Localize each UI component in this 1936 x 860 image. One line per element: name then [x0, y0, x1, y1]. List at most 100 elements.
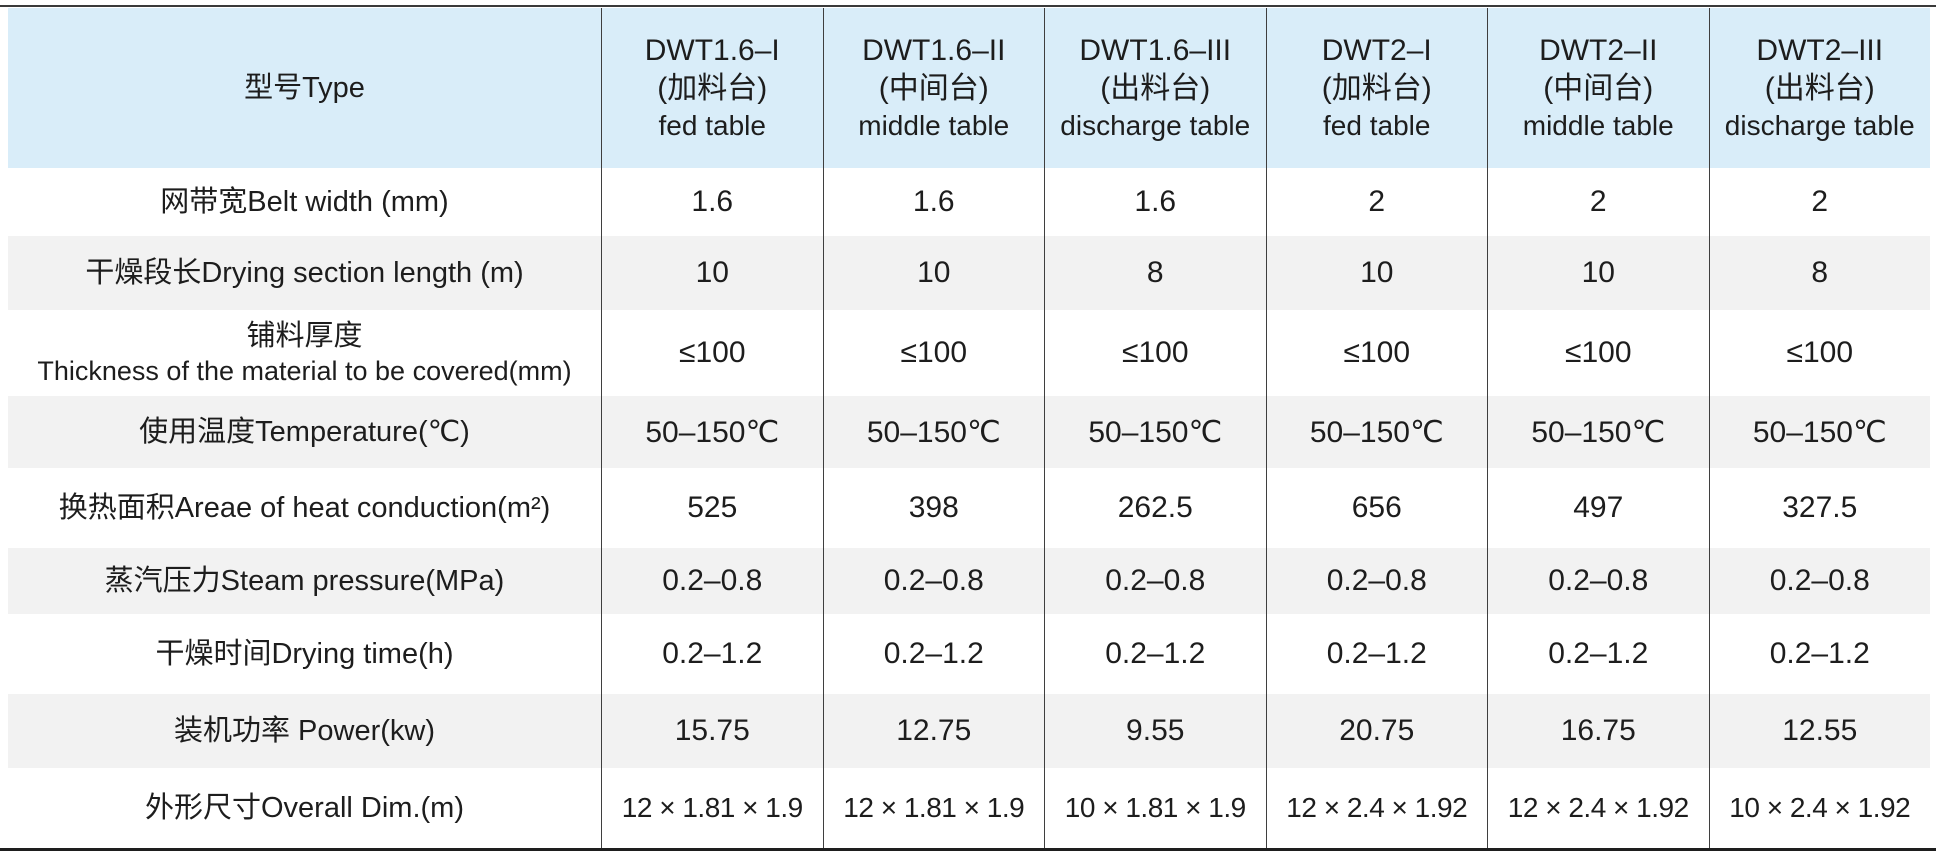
- cell-value: ≤100: [822, 310, 1045, 396]
- cell-value: 10: [1487, 236, 1709, 310]
- cell-value: 50–150℃: [822, 396, 1045, 468]
- cell-value: 0.2–0.8: [1044, 548, 1266, 614]
- cell-value: 0.2–1.2: [1487, 614, 1709, 694]
- cell-value: 20.75: [1265, 694, 1488, 768]
- cell-value: 0.2–1.2: [1265, 614, 1488, 694]
- table-row: 换热面积Areae of heat conduction(m²) 525 398…: [8, 468, 1930, 548]
- cell-value: 1.6: [601, 168, 823, 236]
- cell-value: 50–150℃: [1487, 396, 1709, 468]
- column-cn-label: (出料台): [1764, 72, 1875, 105]
- corner-header: 型号Type: [244, 72, 365, 104]
- row-label: 干燥时间Drying time(h): [155, 638, 454, 670]
- cell-value: 12.75: [822, 694, 1045, 768]
- cell-value: ≤100: [1044, 310, 1266, 396]
- cell-value: ≤100: [1708, 310, 1931, 396]
- column-en-label: middle table: [858, 110, 1010, 141]
- cell-value: 0.2–0.8: [1265, 548, 1488, 614]
- cell-value: 10: [822, 236, 1045, 310]
- table-row: 干燥段长Drying section length (m) 10 10 8 10…: [8, 236, 1930, 310]
- cell-value: 50–150℃: [601, 396, 823, 468]
- table-row: 蒸汽压力Steam pressure(MPa) 0.2–0.8 0.2–0.8 …: [8, 548, 1930, 614]
- cell-value: 327.5: [1708, 468, 1931, 548]
- row-label: 干燥段长Drying section length (m): [85, 257, 524, 289]
- cell-value: 0.2–0.8: [601, 548, 823, 614]
- column-header: DWT1.6–I (加料台) fed table: [601, 8, 823, 168]
- table-header-row: 型号Type DWT1.6–I (加料台) fed table DWT1.6–I…: [8, 8, 1930, 168]
- column-cn-label: (中间台): [1543, 72, 1654, 105]
- cell-value: 0.2–1.2: [601, 614, 823, 694]
- column-cn-label: (中间台): [878, 72, 989, 105]
- cell-value: 12 × 2.4 × 1.92: [1265, 768, 1488, 848]
- column-model: DWT1.6–II: [862, 34, 1006, 67]
- cell-value: 2: [1708, 168, 1931, 236]
- column-en-label: fed table: [1323, 110, 1431, 141]
- cell-value: 0.2–1.2: [1044, 614, 1266, 694]
- column-model: DWT2–III: [1756, 34, 1884, 67]
- column-header: DWT2–II (中间台) middle table: [1487, 8, 1709, 168]
- cell-value: 10 × 2.4 × 1.92: [1708, 768, 1931, 848]
- table-row: 装机功率 Power(kw) 15.75 12.75 9.55 20.75 16…: [8, 694, 1930, 768]
- cell-value: 8: [1044, 236, 1266, 310]
- row-label: 蒸汽压力Steam pressure(MPa): [104, 565, 505, 597]
- row-label: 外形尺寸Overall Dim.(m): [145, 792, 464, 824]
- row-label: 装机功率 Power(kw): [173, 715, 435, 747]
- row-label: 使用温度Temperature(℃): [139, 416, 470, 448]
- table-row: 干燥时间Drying time(h) 0.2–1.2 0.2–1.2 0.2–1…: [8, 614, 1930, 694]
- column-header: DWT1.6–II (中间台) middle table: [822, 8, 1045, 168]
- table-row: 铺料厚度 Thickness of the material to be cov…: [8, 310, 1930, 396]
- spec-table: 型号Type DWT1.6–I (加料台) fed table DWT1.6–I…: [8, 8, 1930, 848]
- column-en-label: discharge table: [1724, 110, 1915, 141]
- cell-value: 656: [1265, 468, 1488, 548]
- column-model: DWT1.6–III: [1079, 34, 1232, 67]
- cell-value: ≤100: [1265, 310, 1488, 396]
- cell-value: 0.2–1.2: [1708, 614, 1931, 694]
- column-cn-label: (加料台): [657, 72, 768, 105]
- cell-value: 525: [601, 468, 823, 548]
- row-label: 网带宽Belt width (mm): [160, 186, 449, 218]
- cell-value: 50–150℃: [1044, 396, 1266, 468]
- row-label-en: Thickness of the material to be covered(…: [37, 356, 572, 386]
- cell-value: 2: [1265, 168, 1488, 236]
- cell-value: 0.2–1.2: [822, 614, 1045, 694]
- column-header: DWT1.6–III (出料台) discharge table: [1044, 8, 1266, 168]
- cell-value: 10: [601, 236, 823, 310]
- table-row: 网带宽Belt width (mm) 1.6 1.6 1.6 2 2 2: [8, 168, 1930, 236]
- column-model: DWT2–II: [1539, 34, 1658, 67]
- cell-value: 50–150℃: [1708, 396, 1931, 468]
- column-cn-label: (加料台): [1321, 72, 1432, 105]
- cell-value: 15.75: [601, 694, 823, 768]
- row-label-cn: 铺料厚度: [246, 320, 363, 352]
- cell-value: 12.55: [1708, 694, 1931, 768]
- cell-value: 0.2–0.8: [1708, 548, 1931, 614]
- cell-value: 12 × 2.4 × 1.92: [1487, 768, 1709, 848]
- cell-value: 497: [1487, 468, 1709, 548]
- column-model: DWT1.6–I: [644, 34, 780, 67]
- cell-value: 1.6: [1044, 168, 1266, 236]
- cell-value: 2: [1487, 168, 1709, 236]
- cell-value: 398: [822, 468, 1045, 548]
- column-en-label: fed table: [658, 110, 766, 141]
- cell-value: ≤100: [1487, 310, 1709, 396]
- column-header: DWT2–III (出料台) discharge table: [1708, 8, 1931, 168]
- table-row: 外形尺寸Overall Dim.(m) 12 × 1.81 × 1.9 12 ×…: [8, 768, 1930, 848]
- cell-value: 10: [1265, 236, 1488, 310]
- column-en-label: middle table: [1522, 110, 1674, 141]
- cell-value: 12 × 1.81 × 1.9: [822, 768, 1045, 848]
- table-bottom-rule: [0, 848, 1936, 851]
- cell-value: 50–150℃: [1265, 396, 1488, 468]
- cell-value: 12 × 1.81 × 1.9: [601, 768, 823, 848]
- column-en-label: discharge table: [1060, 110, 1251, 141]
- table-row: 使用温度Temperature(℃) 50–150℃ 50–150℃ 50–15…: [8, 396, 1930, 468]
- cell-value: 262.5: [1044, 468, 1266, 548]
- column-model: DWT2–I: [1321, 34, 1432, 67]
- cell-value: ≤100: [601, 310, 823, 396]
- table-top-rule: [0, 5, 1936, 7]
- row-label: 铺料厚度 Thickness of the material to be cov…: [8, 310, 601, 396]
- cell-value: 16.75: [1487, 694, 1709, 768]
- cell-value: 1.6: [822, 168, 1045, 236]
- row-label: 换热面积Areae of heat conduction(m²): [58, 492, 551, 524]
- column-cn-label: (出料台): [1100, 72, 1211, 105]
- cell-value: 9.55: [1044, 694, 1266, 768]
- cell-value: 0.2–0.8: [1487, 548, 1709, 614]
- cell-value: 0.2–0.8: [822, 548, 1045, 614]
